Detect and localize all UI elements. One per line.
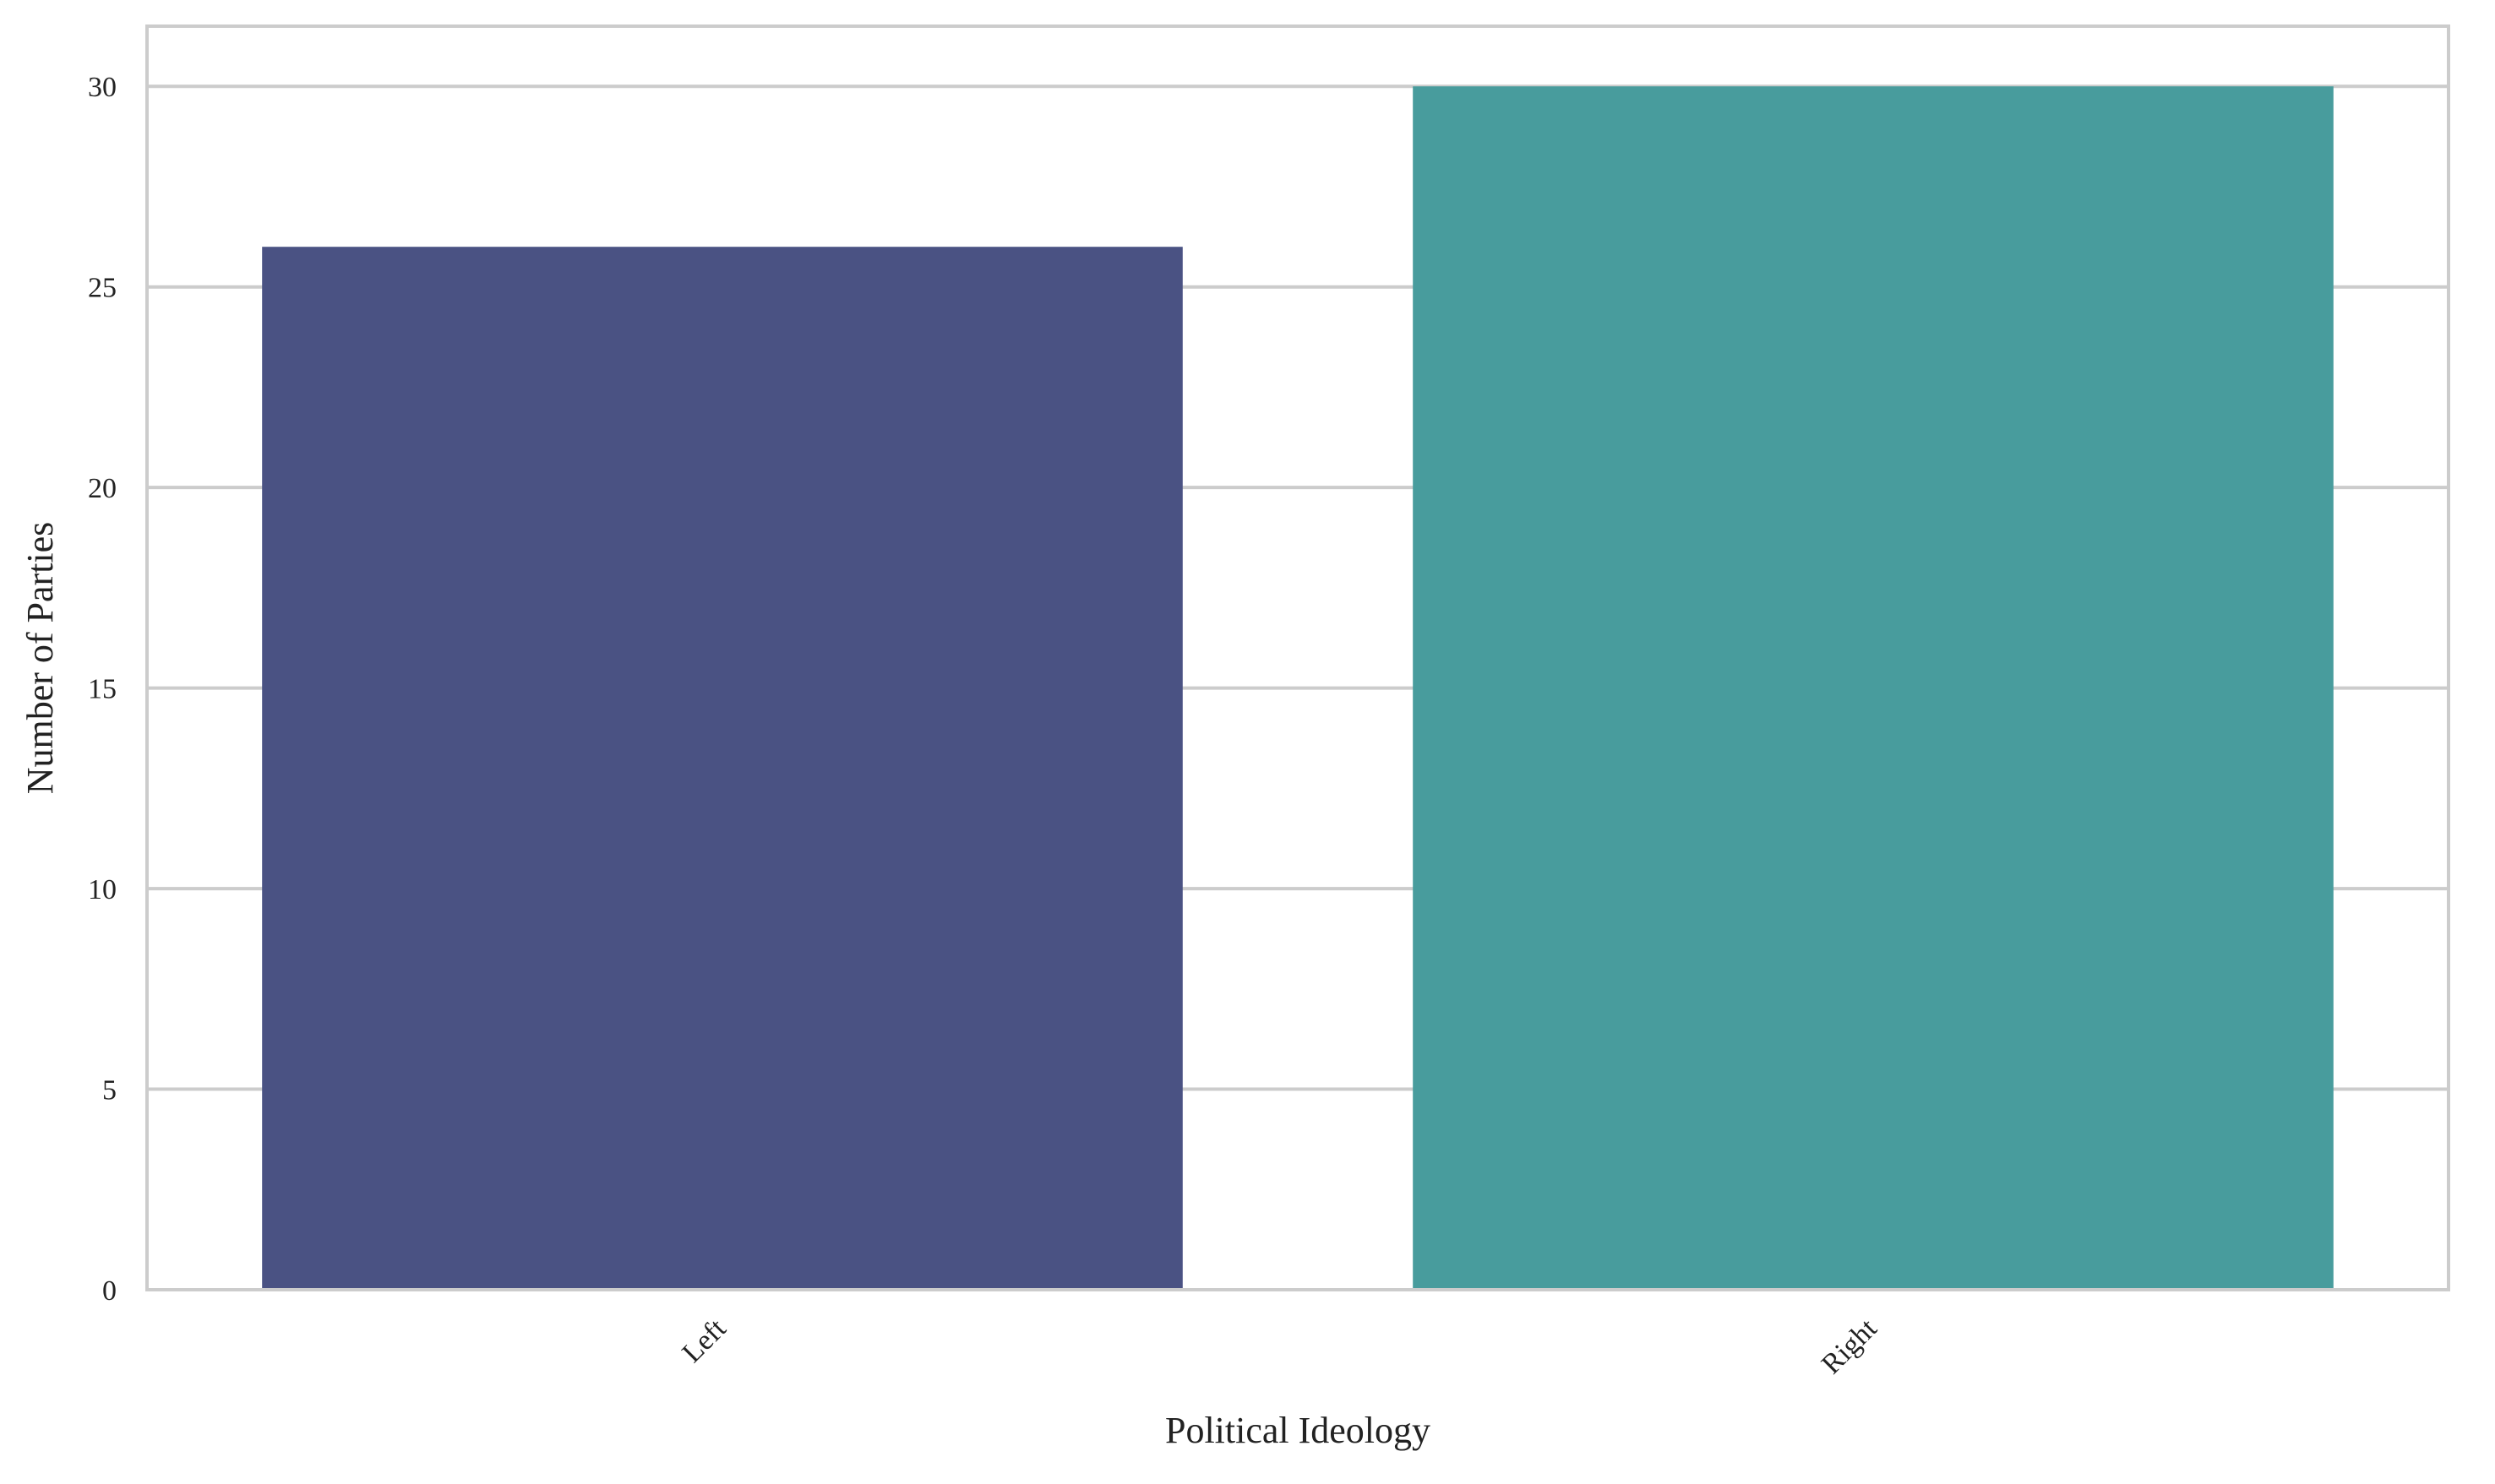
x-axis-label: Political Ideology <box>1165 1410 1430 1451</box>
y-axis-label: Number of Parties <box>19 522 61 795</box>
y-tick-label: 25 <box>88 273 117 304</box>
y-tick-labels: 0 5 10 15 20 25 30 <box>88 72 117 1307</box>
x-tick-label: Right <box>1816 1313 1883 1380</box>
plot-frame <box>145 24 2450 1291</box>
y-tick-label: 10 <box>88 874 117 905</box>
y-tick-label: 15 <box>88 674 117 705</box>
x-tick-labels: Left Right <box>676 1313 1883 1380</box>
bars-layer <box>262 86 2334 1291</box>
bar-left <box>262 247 1183 1291</box>
y-tick-label: 30 <box>88 72 117 103</box>
x-tick-label: Left <box>676 1313 733 1369</box>
y-tick-label: 5 <box>102 1075 117 1106</box>
bar-right <box>1413 86 2334 1291</box>
y-tick-label: 20 <box>88 473 117 504</box>
y-tick-label: 0 <box>102 1275 117 1307</box>
